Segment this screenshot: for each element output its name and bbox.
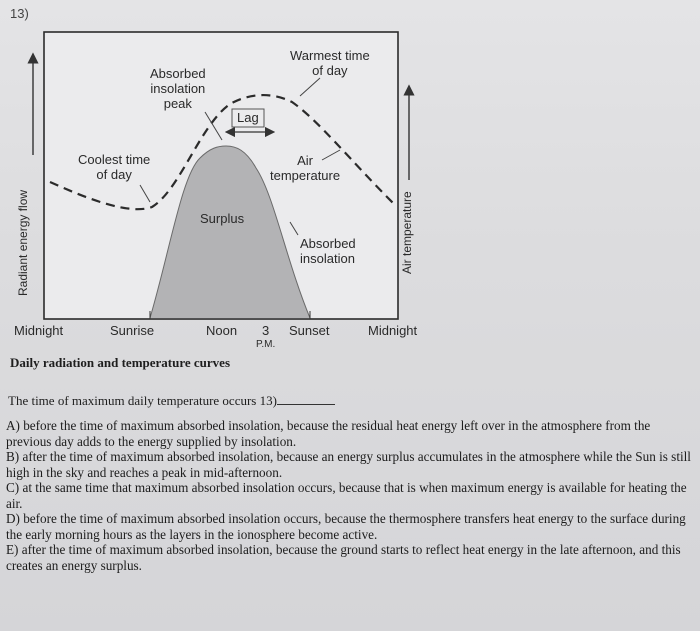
radiant-energy-axis-label: Radiant energy flow [16,189,30,296]
answer-blank[interactable] [276,404,335,405]
peak-pointer [204,111,223,141]
warmest-pointer [299,77,321,97]
warmest-line1: Warmest time [290,48,370,63]
coolest-label: Coolest time of day [78,152,150,182]
absorbed-insolation-line2: insolation [300,251,355,266]
air-temperature-label: Air temperature [270,153,340,183]
absorbed-insolation-label: Absorbed insolation [300,236,356,266]
absorbed-pointer [289,221,299,236]
lag-label: Lag [237,110,259,125]
air-temp-pointer [321,149,341,161]
choice-e[interactable]: E) after the time of maximum absorbed in… [6,542,681,573]
absorbed-peak-line2: insolation [150,81,206,96]
x-tick-midnight-right: Midnight [368,323,418,338]
question-inline-number: 13) [259,393,277,408]
lag-box [231,108,265,128]
air-temperature-curve [49,93,396,211]
question-stem: The time of maximum daily temperature oc… [8,393,335,409]
diagram-svg [27,31,415,320]
question-text: The time of maximum daily temperature oc… [8,393,257,408]
question-number: 13) [10,6,29,21]
absorbed-peak-label: Absorbed insolation peak [150,66,206,111]
coolest-line2: of day [96,167,132,182]
diagram-caption: Daily radiation and temperature curves [10,355,231,370]
x-tick-pm: P.M. [256,339,276,350]
x-tick-midnight-left: Midnight [14,323,64,338]
warmest-line2: of day [312,63,348,78]
warmest-label: Warmest time of day [290,48,370,78]
absorbed-peak-line3: peak [163,96,192,111]
choice-a[interactable]: A) before the time of maximum absorbed i… [6,418,651,449]
air-temperature-line2: temperature [270,168,341,183]
x-tick-three: 3 [262,323,270,338]
air-temperature-axis-label: Air temperature [400,191,414,274]
absorbed-insolation-curve [149,145,311,319]
absorbed-peak-line1: Absorbed [150,66,206,81]
choice-d[interactable]: D) before the time of maximum absorbed i… [6,511,686,542]
x-tick-sunrise: Sunrise [110,323,155,338]
x-tick-sunset: Sunset [289,323,330,338]
surplus-label: Surplus [200,211,245,226]
absorbed-insolation-line1: Absorbed [300,236,356,251]
choice-c[interactable]: C) at the same time that maximum absorbe… [6,480,687,511]
surplus-area [150,146,310,318]
x-tick-noon: Noon [206,323,238,338]
choice-b[interactable]: B) after the time of maximum absorbed in… [6,449,691,480]
air-temperature-line1: Air [297,153,313,168]
answer-choices: A) before the time of maximum absorbed i… [6,418,696,573]
coolest-pointer [139,184,151,203]
coolest-line1: Coolest time [78,152,151,167]
